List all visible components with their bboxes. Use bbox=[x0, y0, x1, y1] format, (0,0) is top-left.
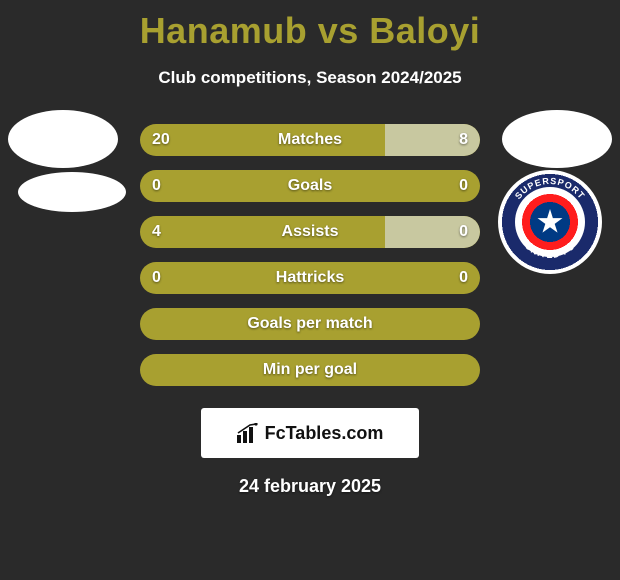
subtitle: Club competitions, Season 2024/2025 bbox=[0, 68, 620, 88]
stat-row: 0 Goals 0 bbox=[140, 170, 480, 202]
stat-label: Hattricks bbox=[276, 269, 344, 287]
stat-label: Goals per match bbox=[247, 315, 372, 333]
stat-row: 20 Matches 8 bbox=[140, 124, 480, 156]
stat-left-value: 0 bbox=[152, 269, 161, 287]
date-label: 24 february 2025 bbox=[0, 476, 620, 497]
stat-right-value: 0 bbox=[459, 223, 468, 241]
fctables-icon bbox=[237, 423, 259, 443]
stat-row: 4 Assists 0 bbox=[140, 216, 480, 248]
player-left-avatar bbox=[8, 110, 118, 168]
club-badge-text: SUPERSPORT UNITED FC bbox=[500, 172, 600, 272]
stat-left-value: 20 bbox=[152, 131, 170, 149]
player-right-avatar bbox=[502, 110, 612, 168]
stat-left-value: 4 bbox=[152, 223, 161, 241]
stat-left-value: 0 bbox=[152, 177, 161, 195]
fctables-label: FcTables.com bbox=[265, 423, 384, 444]
stat-row: 0 Hattricks 0 bbox=[140, 262, 480, 294]
stat-right-value: 0 bbox=[459, 177, 468, 195]
svg-text:SUPERSPORT: SUPERSPORT bbox=[513, 176, 587, 201]
stat-row: Min per goal bbox=[140, 354, 480, 386]
stat-label: Assists bbox=[282, 223, 339, 241]
stat-label: Matches bbox=[278, 131, 342, 149]
stat-label: Min per goal bbox=[263, 361, 357, 379]
stat-row: Goals per match bbox=[140, 308, 480, 340]
stat-label: Goals bbox=[288, 177, 332, 195]
stat-right-value: 0 bbox=[459, 269, 468, 287]
svg-text:UNITED FC: UNITED FC bbox=[523, 241, 577, 260]
stat-right-value: 8 bbox=[459, 131, 468, 149]
fctables-badge[interactable]: FcTables.com bbox=[201, 408, 419, 458]
club-left-badge bbox=[18, 172, 126, 212]
club-right-badge: SUPERSPORT UNITED FC bbox=[498, 170, 602, 274]
page-title: Hanamub vs Baloyi bbox=[0, 0, 620, 52]
